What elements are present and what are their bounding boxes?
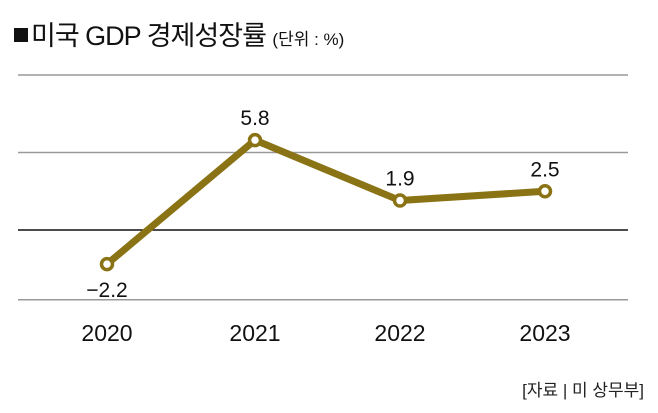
title-text: 미국 GDP 경제성장률	[31, 21, 267, 51]
series-line	[104, 136, 546, 267]
x-tick-label: 2021	[229, 320, 280, 346]
data-label: 2.5	[530, 158, 559, 181]
bullet-square-icon	[14, 28, 28, 42]
x-tick-label: 2022	[374, 320, 425, 346]
chart-title: 미국 GDP 경제성장률 (단위 : %)	[14, 14, 344, 53]
data-point	[392, 193, 408, 208]
data-label: −2.2	[86, 279, 127, 302]
unit-label: (단위 : %)	[272, 30, 345, 49]
data-label: 1.9	[385, 168, 414, 191]
data-point	[99, 256, 115, 272]
x-tick-label: 2020	[81, 320, 132, 346]
data-point	[247, 132, 263, 148]
source-note: [자료 | 미 상무부]	[522, 381, 644, 400]
data-point	[537, 184, 553, 199]
data-label: 5.8	[240, 107, 269, 130]
x-tick-label: 2023	[519, 320, 570, 346]
